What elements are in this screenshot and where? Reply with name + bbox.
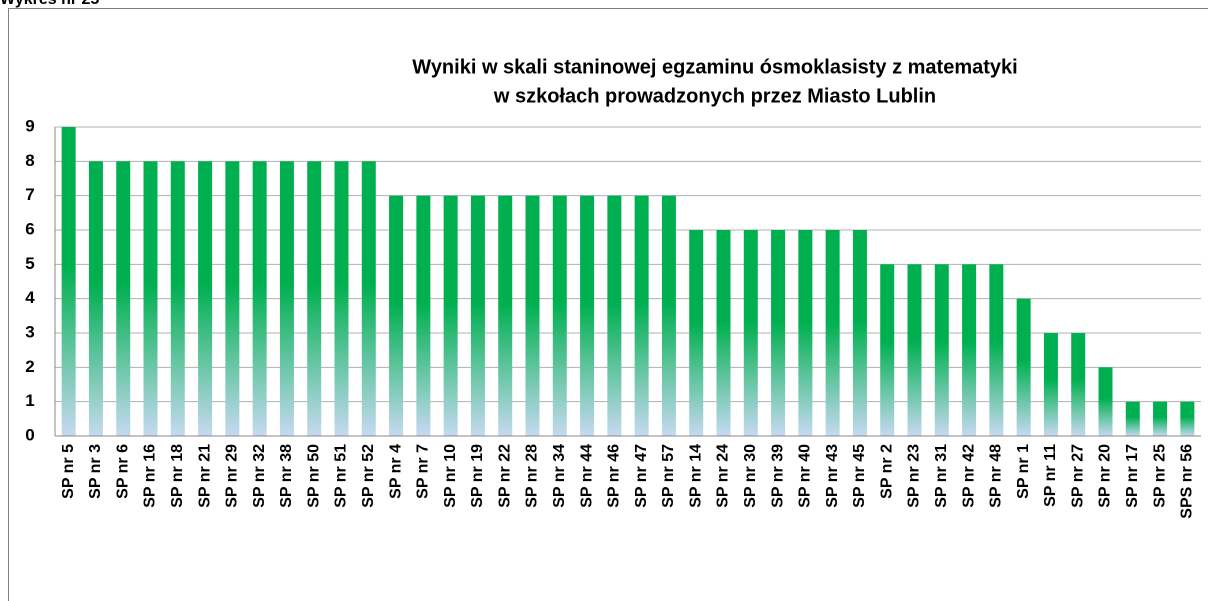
bar [580, 195, 595, 436]
bar [225, 161, 240, 437]
x-tick-label: SP nr 22 [496, 444, 513, 508]
bar [498, 195, 513, 436]
x-tick-label: SP nr 10 [442, 444, 459, 508]
x-tick-label: SP nr 47 [633, 444, 650, 508]
x-tick-label: SP nr 39 [769, 444, 786, 508]
x-tick-label: SP nr 50 [305, 444, 322, 508]
bar [1098, 367, 1113, 436]
x-tick-label: SP nr 40 [797, 444, 814, 508]
bar [416, 195, 431, 436]
x-tick-label: SP nr 48 [988, 444, 1005, 508]
x-tick-label: SP nr 24 [715, 444, 732, 508]
x-tick-label: SP nr 52 [360, 444, 377, 508]
y-tick-label: 4 [25, 288, 35, 307]
bar [661, 195, 676, 436]
x-tick-label: SP nr 38 [278, 444, 295, 508]
bar [334, 161, 349, 437]
bar [252, 161, 267, 437]
x-tick-label: SP nr 45 [851, 444, 868, 508]
x-tick-label: SP nr 1 [1015, 444, 1032, 499]
x-tick-label: SP nr 14 [687, 444, 704, 508]
x-tick-label: SP nr 34 [551, 444, 568, 508]
x-tick-label: SP nr 32 [251, 444, 268, 508]
bar [716, 230, 731, 436]
x-tick-label: SP nr 7 [415, 444, 432, 499]
bar [989, 264, 1004, 436]
x-tick-label: SP nr 4 [387, 444, 404, 499]
bar [525, 195, 540, 436]
x-tick-label: SP nr 3 [87, 444, 104, 499]
heading: Wykres nr 25 [0, 0, 99, 8]
bar [771, 230, 786, 436]
bar [798, 230, 813, 436]
chart-frame [8, 8, 1208, 601]
bar [279, 161, 294, 437]
y-tick-label: 9 [25, 116, 34, 135]
x-tick-label: SP nr 25 [1151, 444, 1168, 508]
x-tick-label: SPS nr 56 [1179, 444, 1196, 519]
bar [962, 264, 977, 436]
bar [116, 161, 131, 437]
bar [934, 264, 949, 436]
y-tick-label: 8 [25, 151, 34, 170]
x-tick-label: SP nr 2 [878, 444, 895, 499]
x-tick-label: SP nr 57 [660, 444, 677, 508]
bar [743, 230, 758, 436]
x-tick-label: SP nr 27 [1069, 444, 1086, 508]
bar [143, 161, 158, 437]
y-tick-label: 5 [25, 254, 34, 273]
x-tick-label: SP nr 29 [224, 444, 241, 508]
bar [880, 264, 895, 436]
bar [470, 195, 485, 436]
chart-title: w szkołach prowadzonych przez Miasto Lub… [493, 85, 936, 107]
x-tick-label: SP nr 17 [1124, 444, 1141, 508]
x-tick-label: SP nr 18 [169, 444, 186, 508]
bar [1180, 401, 1195, 436]
y-tick-label: 6 [25, 219, 34, 238]
x-tick-label: SP nr 5 [60, 444, 77, 499]
y-tick-label: 2 [25, 357, 34, 376]
x-tick-label: SP nr 51 [333, 444, 350, 508]
bar [361, 161, 376, 437]
x-tick-label: SP nr 21 [196, 444, 213, 508]
bar [634, 195, 649, 436]
x-tick-label: SP nr 43 [824, 444, 841, 508]
bar [1071, 333, 1086, 436]
y-tick-label: 3 [25, 322, 34, 341]
bar [1016, 298, 1031, 436]
x-tick-label: SP nr 19 [469, 444, 486, 508]
x-tick-label: SP nr 6 [114, 444, 131, 499]
x-tick-label: SP nr 11 [1042, 444, 1059, 507]
y-tick-label: 0 [25, 425, 34, 444]
bar [689, 230, 704, 436]
x-tick-label: SP nr 46 [606, 444, 623, 508]
chart-title: Wyniki w skali staninowej egzaminu ósmok… [412, 56, 1017, 78]
y-tick-label: 1 [25, 391, 34, 410]
bar [552, 195, 567, 436]
bar [607, 195, 622, 436]
bar [389, 195, 404, 436]
x-tick-label: SP nr 42 [960, 444, 977, 508]
bar [443, 195, 458, 436]
x-tick-label: SP nr 44 [578, 444, 595, 508]
y-tick-label: 7 [25, 185, 34, 204]
x-tick-label: SP nr 31 [933, 444, 950, 508]
x-tick-label: SP nr 23 [906, 444, 923, 508]
x-tick-label: SP nr 28 [524, 444, 541, 508]
x-tick-label: SP nr 30 [742, 444, 759, 508]
bar [170, 161, 185, 437]
bar [1153, 401, 1168, 436]
bar [307, 161, 322, 437]
x-tick-label: SP nr 20 [1097, 444, 1114, 508]
bar [825, 230, 840, 436]
bar [1125, 401, 1140, 436]
bar [1043, 333, 1058, 436]
bar [198, 161, 213, 437]
bar [88, 161, 103, 437]
bar [61, 127, 76, 436]
bar [907, 264, 922, 436]
x-tick-label: SP nr 16 [142, 444, 159, 508]
bar [852, 230, 867, 436]
